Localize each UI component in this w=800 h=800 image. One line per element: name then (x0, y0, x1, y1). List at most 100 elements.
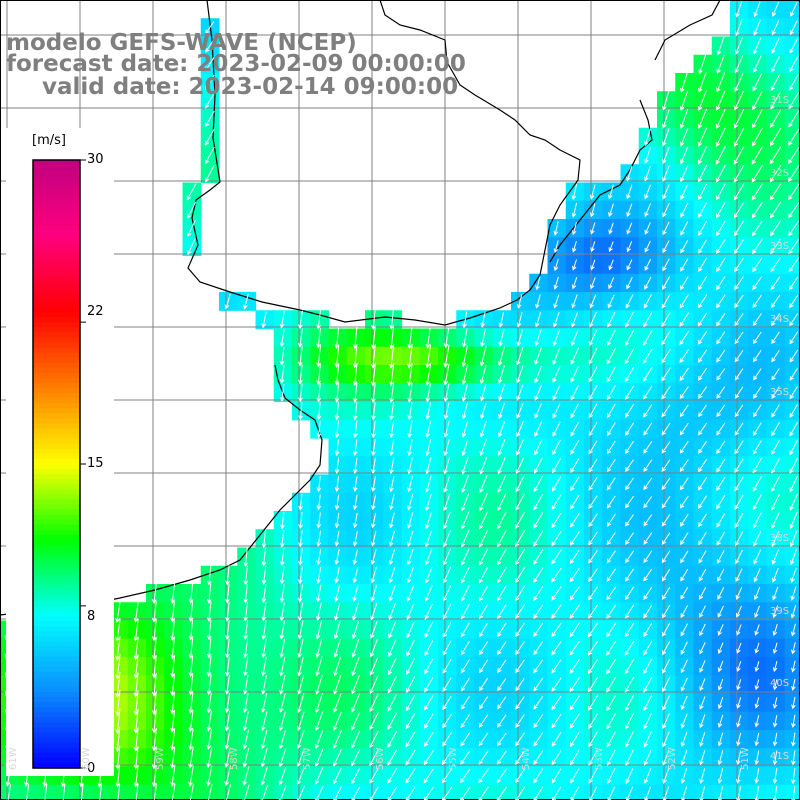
wind-arrow (626, 203, 633, 218)
wind-arrow (733, 127, 745, 147)
wind-arrow (243, 620, 249, 640)
wind-arrow (769, 128, 782, 147)
wind-arrow (370, 531, 377, 547)
wind-speed-cell (784, 0, 800, 19)
wind-arrow (661, 586, 671, 600)
wind-arrow (461, 438, 469, 457)
wind-arrow (715, 108, 726, 129)
wind-arrow (769, 201, 782, 219)
wind-arrow (516, 421, 524, 438)
wind-arrow (754, 605, 760, 618)
wind-arrow (515, 530, 526, 548)
wind-arrow (751, 201, 763, 219)
wind-arrow (753, 404, 762, 418)
wind-arrow (698, 165, 708, 183)
wind-arrow (644, 276, 652, 290)
wind-arrow (661, 550, 671, 564)
wind-arrow (406, 530, 414, 547)
wind-arrow (625, 311, 634, 328)
wind-arrow (751, 127, 763, 147)
wind-arrow (480, 402, 487, 420)
wind-arrow (515, 548, 526, 566)
wind-arrow (533, 750, 544, 765)
colorbar-segment (33, 362, 80, 369)
wind-arrow (79, 783, 84, 800)
wind-arrow (625, 514, 634, 527)
colorbar-segment (33, 504, 80, 511)
wind-arrow (188, 710, 194, 733)
wind-arrow (552, 329, 560, 347)
wind-arrow (606, 658, 617, 675)
wind-arrow (479, 696, 489, 710)
colorbar-segment (33, 256, 80, 262)
wind-arrow (679, 349, 690, 364)
wind-arrow (188, 674, 194, 696)
wind-arrow (734, 494, 744, 510)
colorbar-tick-label: 8 (87, 609, 96, 624)
wind-arrow (570, 347, 579, 365)
wind-arrow (369, 675, 379, 695)
wind-arrow (772, 624, 778, 637)
wind-arrow (478, 768, 489, 784)
colorbar-segment (33, 580, 80, 587)
wind-arrow (406, 548, 414, 566)
colorbar-segment (33, 676, 80, 683)
wind-arrow (188, 747, 194, 769)
colorbar-segment (33, 656, 80, 663)
wind-arrow (753, 530, 762, 547)
wind-arrow (515, 732, 525, 747)
wind-arrow (734, 512, 744, 529)
wind-arrow (316, 383, 322, 403)
wind-arrow (733, 146, 745, 165)
wind-arrow (569, 604, 580, 619)
lon-label: 58W (229, 747, 240, 770)
wind-arrow (716, 513, 726, 528)
wind-arrow (625, 440, 634, 454)
wind-arrow (788, 257, 799, 273)
wind-arrow (699, 623, 706, 637)
wind-arrow (516, 346, 524, 366)
wind-arrow (352, 457, 358, 475)
wind-arrow (533, 549, 544, 565)
wind-arrow (716, 368, 726, 381)
wind-arrow (261, 656, 267, 677)
wind-arrow (205, 146, 215, 165)
wind-arrow (369, 749, 379, 767)
colorbar-segment (33, 342, 80, 349)
wind-arrow (133, 708, 139, 734)
wind-arrow (225, 601, 230, 622)
wind-arrow (442, 548, 451, 566)
wind-arrow (405, 694, 416, 712)
wind-arrow (644, 786, 652, 800)
wind-arrow (296, 729, 305, 750)
wind-arrow (569, 622, 580, 638)
wind-arrow (298, 493, 303, 511)
wind-arrow (607, 311, 616, 328)
wind-arrow (717, 642, 724, 655)
wind-arrow (716, 458, 726, 473)
wind-arrow (662, 677, 671, 693)
colorbar-segment (33, 692, 80, 698)
wind-arrow (680, 768, 688, 784)
wind-arrow (716, 294, 726, 309)
wind-arrow (496, 750, 507, 765)
wind-arrow (533, 567, 544, 584)
wind-arrow (24, 784, 30, 800)
wind-arrow (680, 258, 689, 272)
wind-arrow (771, 386, 780, 400)
wind-arrow (206, 674, 212, 696)
wind-arrow (388, 603, 396, 621)
wind-arrow (606, 676, 617, 693)
wind-arrow (699, 786, 706, 800)
colorbar-segment (33, 595, 80, 602)
wind-arrow (789, 367, 798, 381)
wind-arrow (533, 768, 544, 784)
wind-arrow (206, 765, 213, 787)
wind-arrow (334, 476, 340, 493)
wind-arrow (791, 732, 796, 747)
wind-arrow (608, 277, 615, 290)
wind-arrow (570, 458, 580, 473)
wind-arrow (371, 309, 376, 330)
wind-arrow (752, 239, 763, 255)
wind-arrow (425, 402, 431, 420)
